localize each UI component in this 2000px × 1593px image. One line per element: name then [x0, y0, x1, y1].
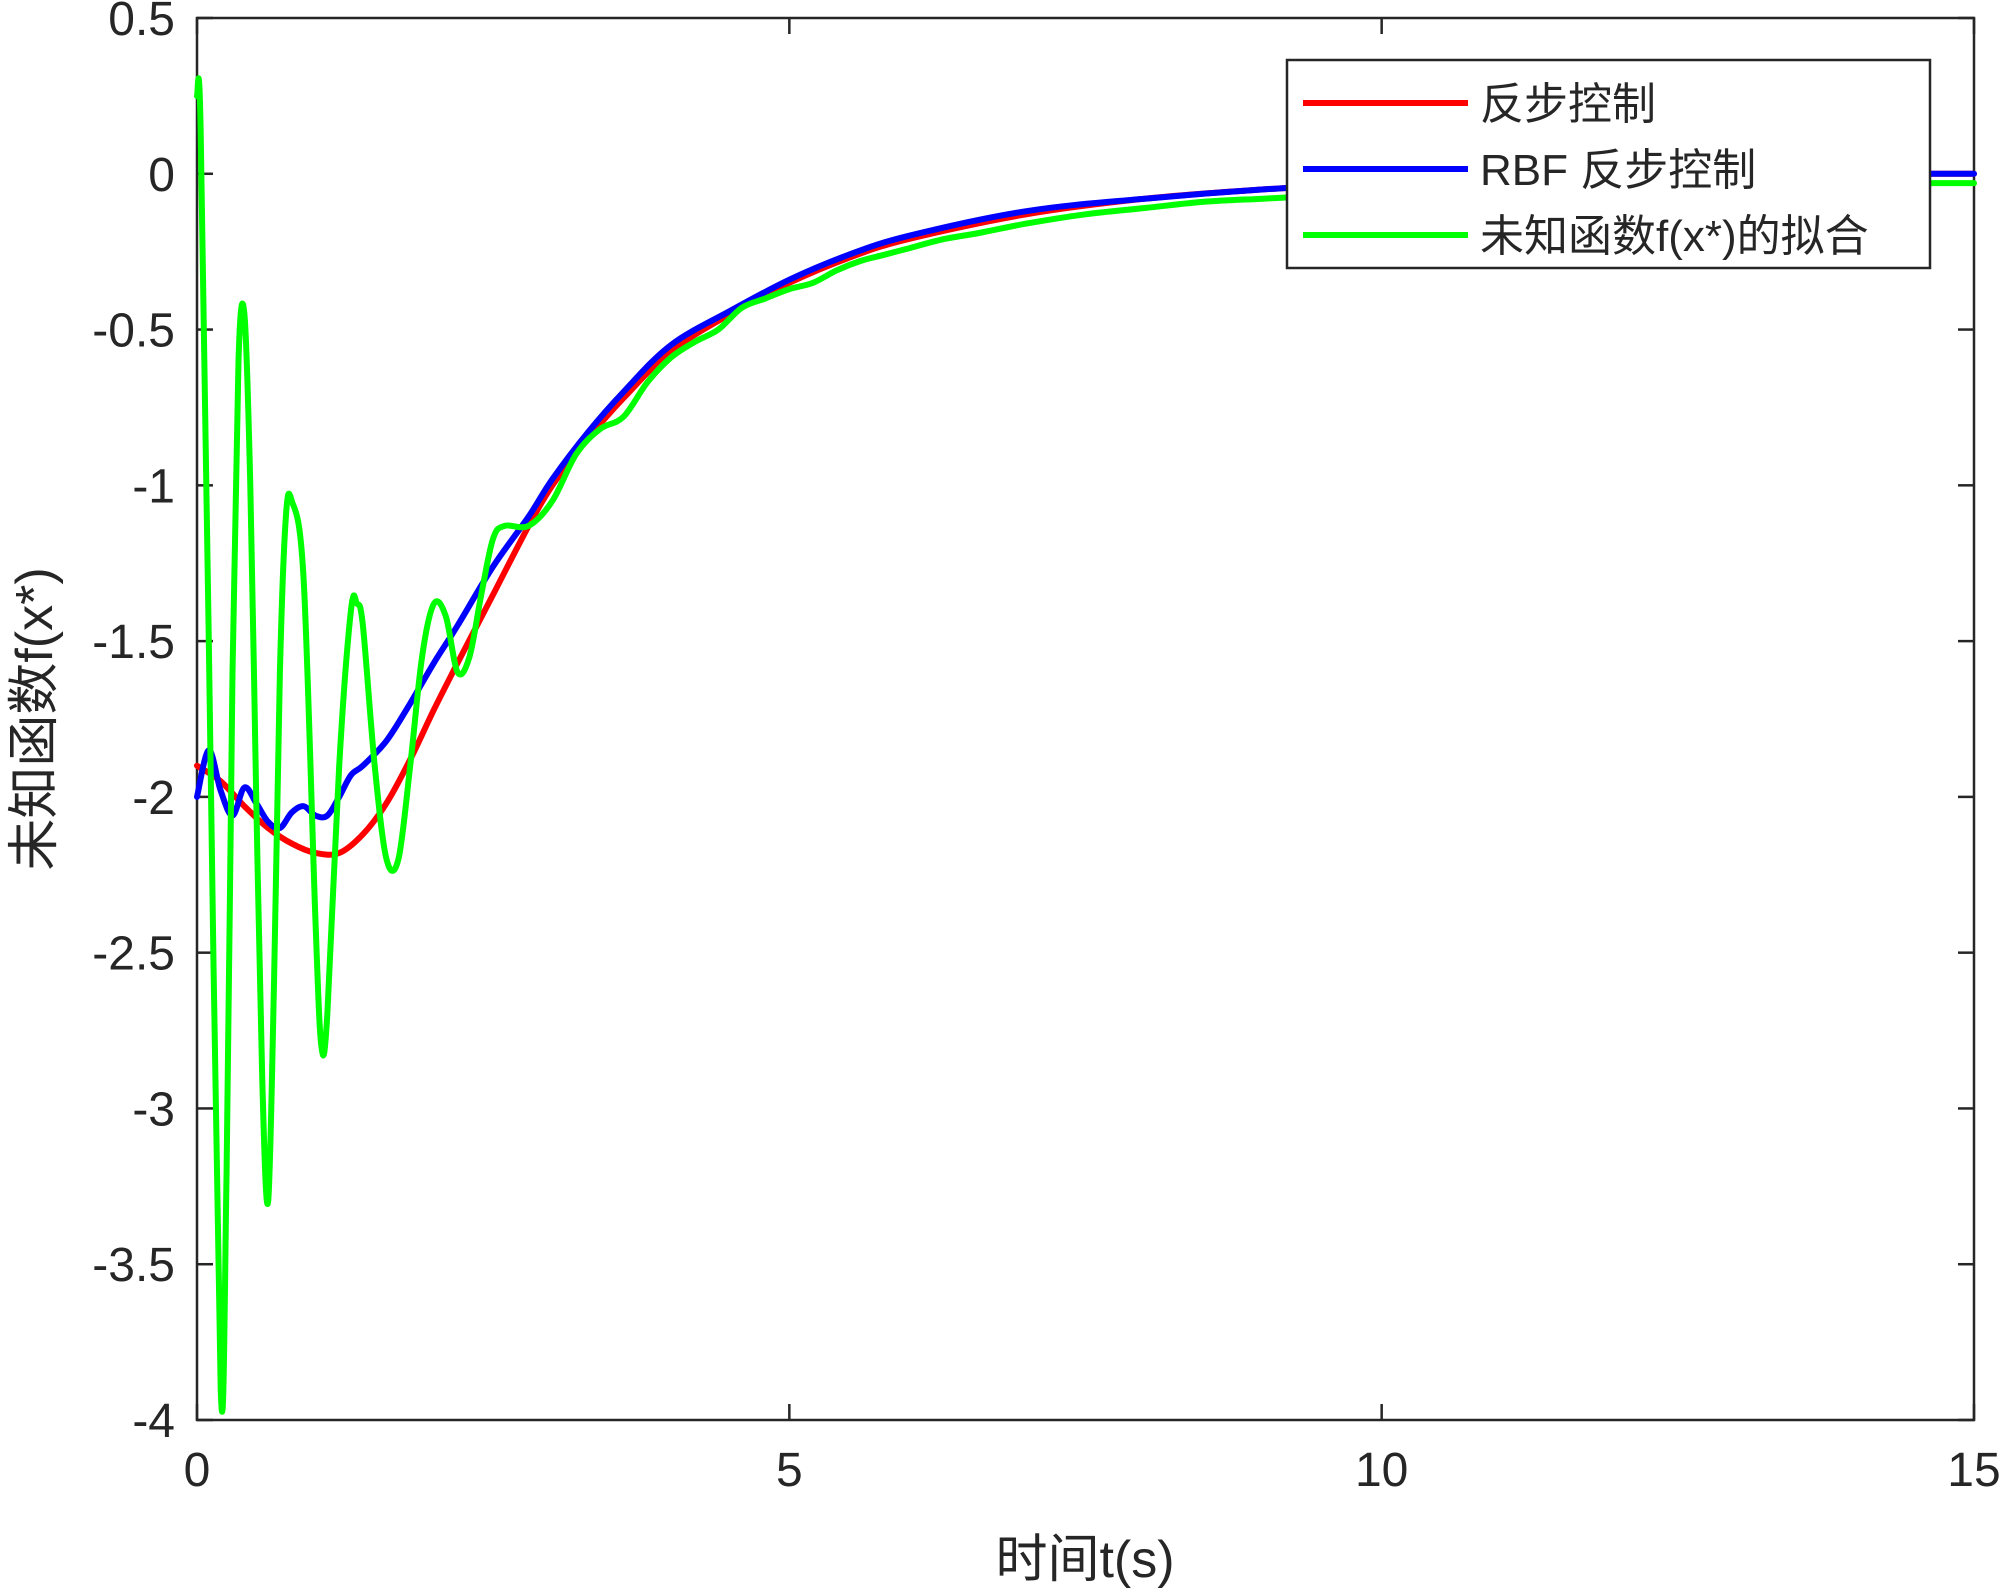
y-tick-label: 0 [148, 149, 175, 202]
axis-tick-labels: 0 5 10 15 0.5 0 -0.5 -1 -1.5 -2 -2.5 -3 -3.5 -4 [92, 0, 2000, 1497]
y-tick-label: -1.5 [92, 616, 175, 669]
y-tick-label: -0.5 [92, 305, 175, 358]
x-tick-label: 5 [776, 1444, 803, 1497]
x-axis-label: 时间t(s) [995, 1531, 1174, 1589]
x-tick-label: 15 [1947, 1444, 2000, 1497]
y-axis-label: 未知函数f(x*) [6, 567, 64, 870]
y-tick-label: 0.5 [108, 0, 175, 46]
y-tick-label: -1 [132, 460, 175, 513]
y-tick-label: -3 [132, 1083, 175, 1136]
x-tick-label: 0 [184, 1444, 211, 1497]
y-tick-label: -2 [132, 772, 175, 825]
x-tick-label: 10 [1355, 1444, 1408, 1497]
legend-label-3: 未知函数f(x*)的拟合 [1480, 212, 1869, 261]
y-tick-label: -2.5 [92, 928, 175, 981]
y-tick-label: -4 [132, 1395, 175, 1448]
legend-label-1: 反步控制 [1480, 80, 1656, 129]
legend-label-2: RBF 反步控制 [1480, 146, 1756, 195]
series-line-3 [194, 75, 1977, 1415]
y-tick-label: -3.5 [92, 1239, 175, 1292]
